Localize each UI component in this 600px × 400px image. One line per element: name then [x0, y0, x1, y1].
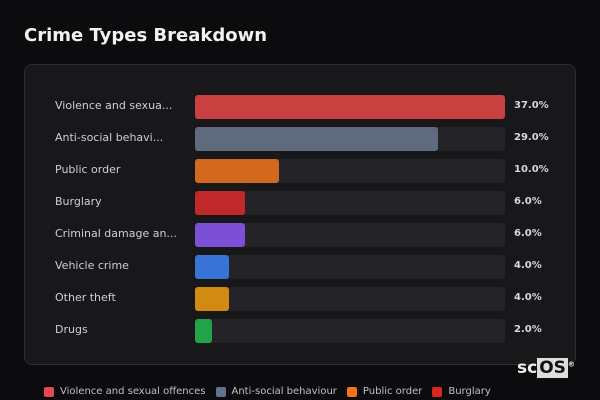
bar-row: Burglary 6.0%: [25, 191, 575, 215]
bar: [195, 255, 229, 279]
category-label: Public order: [55, 163, 121, 176]
legend-item[interactable]: Anti-social behaviour: [215, 386, 337, 397]
bar-track: [195, 191, 505, 215]
value-label: 10.0%: [514, 164, 549, 175]
bar-row: Other theft 4.0%: [25, 287, 575, 311]
bar-track: [195, 287, 505, 311]
value-label: 6.0%: [514, 228, 542, 239]
legend: Violence and sexual offences Anti-social …: [44, 386, 491, 397]
bar-row: Anti-social behavi... 29.0%: [25, 127, 575, 151]
legend-label: Public order: [362, 386, 423, 397]
category-label: Vehicle crime: [55, 259, 129, 272]
bar-track: [195, 95, 505, 119]
logo-boxed: OS: [537, 358, 568, 378]
bar-row: Drugs 2.0%: [25, 319, 575, 343]
scos-logo: sc OS ®: [517, 358, 575, 378]
value-label: 4.0%: [514, 260, 542, 271]
bar: [195, 287, 229, 311]
category-label: Anti-social behavi...: [55, 131, 164, 144]
legend-swatch: [432, 386, 443, 397]
category-label: Criminal damage an...: [55, 227, 177, 240]
category-label: Other theft: [55, 291, 116, 304]
bar-track: [195, 255, 505, 279]
chart-title: Crime Types Breakdown: [24, 25, 268, 46]
value-label: 6.0%: [514, 196, 542, 207]
bar: [195, 191, 246, 215]
bar: [195, 319, 212, 343]
bar: [195, 95, 505, 119]
bar-track: [195, 223, 505, 247]
legend-swatch: [44, 386, 54, 397]
value-label: 37.0%: [514, 100, 549, 111]
value-label: 4.0%: [514, 292, 542, 303]
legend-label: Violence and sexual offences: [60, 386, 206, 397]
legend-swatch: [346, 386, 357, 397]
logo-mark: ®: [567, 360, 575, 369]
bar: [195, 159, 279, 183]
legend-swatch: [215, 386, 226, 397]
chart-card: Violence and sexua... 37.0% Anti-social b…: [24, 64, 576, 365]
legend-label: Anti-social behaviour: [231, 386, 337, 397]
legend-item[interactable]: Violence and sexual offences: [44, 386, 206, 397]
bar-row: Criminal damage an... 6.0%: [25, 223, 575, 247]
bar-track: [195, 127, 505, 151]
legend-item[interactable]: Public order: [346, 386, 423, 397]
bar-row: Public order 10.0%: [25, 159, 575, 183]
bar: [195, 223, 246, 247]
value-label: 29.0%: [514, 132, 549, 143]
bar-row: Vehicle crime 4.0%: [25, 255, 575, 279]
category-label: Drugs: [55, 323, 88, 336]
legend-label: Burglary: [448, 386, 491, 397]
value-label: 2.0%: [514, 324, 542, 335]
category-label: Burglary: [55, 195, 102, 208]
category-label: Violence and sexua...: [55, 99, 173, 112]
bar-track: [195, 319, 505, 343]
legend-item[interactable]: Burglary: [432, 386, 491, 397]
bar-row: Violence and sexua... 37.0%: [25, 95, 575, 119]
bar-track: [195, 159, 505, 183]
logo-prefix: sc: [517, 358, 538, 378]
bar: [195, 127, 438, 151]
